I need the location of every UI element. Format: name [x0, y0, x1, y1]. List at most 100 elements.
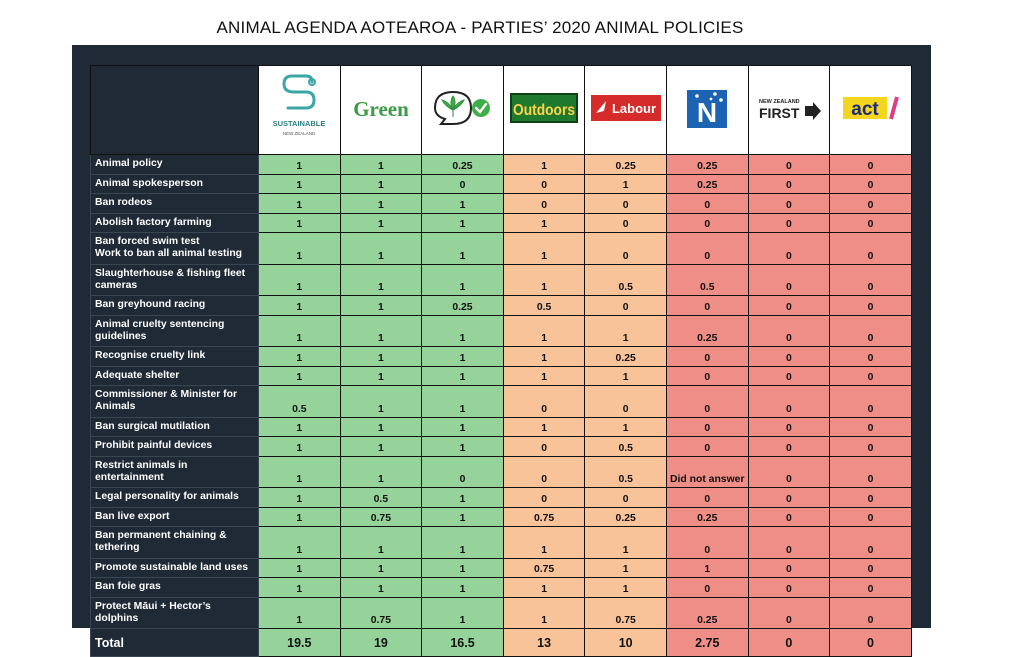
score-cell: 0 — [747, 263, 831, 296]
score-cell: 1 — [339, 173, 423, 194]
policy-label: Ban live export — [90, 506, 259, 527]
score-cell: 0 — [584, 295, 667, 316]
score-cell: 1 — [421, 385, 504, 418]
score-cell: 0 — [829, 385, 912, 418]
policy-row: Protect Māui + Hector’s dolphins 1 0.75 1 1 0… — [90, 596, 912, 629]
score-cell: 1 — [339, 526, 423, 559]
score-cell: 0 — [584, 232, 667, 265]
policy-label: Recognise cruelty link — [90, 346, 259, 367]
score-cell: 0 — [829, 557, 912, 578]
policy-label: Animal cruelty sentencing guidelines — [90, 314, 259, 347]
score-cell: 1 — [421, 596, 504, 629]
national-logo: N — [687, 89, 728, 128]
party-header-row: SUSTAINABLE NEW ZEALAND Green — [90, 65, 912, 155]
score-cell: 0.75 — [339, 596, 423, 629]
score-cell: 0 — [747, 295, 831, 316]
score-cell: 1 — [258, 487, 341, 508]
score-cell: 1 — [502, 416, 586, 437]
score-cell: 0.25 — [665, 154, 749, 175]
svg-text:N: N — [697, 97, 717, 128]
policy-board: SUSTAINABLE NEW ZEALAND Green — [72, 45, 931, 657]
score-cell: 0 — [421, 455, 504, 488]
score-cell: 1 — [584, 577, 667, 598]
score-cell: 1 — [584, 365, 667, 386]
policy-label: Ban foie gras — [90, 577, 259, 598]
score-cell: 1 — [421, 436, 504, 457]
score-cell: 0 — [747, 455, 831, 488]
score-cell: 0.25 — [665, 596, 749, 629]
score-cell: 0.25 — [584, 346, 667, 367]
green-logo: Green — [353, 97, 409, 121]
score-cell: 1 — [421, 577, 504, 598]
score-cell: 0 — [502, 173, 586, 194]
score-cell: 1 — [258, 506, 341, 527]
score-cell: 1 — [502, 577, 586, 598]
score-cell: 0 — [829, 212, 912, 233]
score-cell: 0 — [502, 193, 586, 214]
score-cell: 1 — [339, 263, 423, 296]
policy-row: Prohibit painful devices 1 1 1 0 0.5 0 0 0 — [90, 436, 912, 457]
score-cell: 1 — [339, 154, 423, 175]
score-cell: 0 — [665, 416, 749, 437]
score-cell: 0 — [747, 346, 831, 367]
policy-row: Animal cruelty sentencing guidelines 1 1 1 1… — [90, 314, 912, 347]
total-value: 19 — [339, 628, 423, 657]
score-cell: 0 — [829, 154, 912, 175]
policy-label: Ban forced swim test Work to ban all ani… — [90, 232, 259, 265]
score-cell: 0 — [502, 455, 586, 488]
score-cell: 1 — [258, 365, 341, 386]
party-logo-cell: N — [665, 65, 749, 155]
score-cell: 1 — [339, 365, 423, 386]
score-cell: 1 — [421, 232, 504, 265]
score-cell: 0 — [665, 487, 749, 508]
policy-row: Animal policy 1 1 0.25 1 0.25 0.25 0 0 — [90, 154, 912, 175]
score-cell: 1 — [421, 506, 504, 527]
score-cell: 0.75 — [502, 506, 586, 527]
total-value: 16.5 — [421, 628, 504, 657]
policy-label: Ban surgical mutilation — [90, 416, 259, 437]
total-value: 10 — [584, 628, 667, 657]
score-cell: 0 — [665, 436, 749, 457]
score-cell: 1 — [258, 173, 341, 194]
score-cell: 1 — [502, 212, 586, 233]
score-cell: 1 — [502, 596, 586, 629]
score-cell: 0 — [829, 365, 912, 386]
score-cell: 0.5 — [665, 263, 749, 296]
score-cell: 0 — [747, 506, 831, 527]
score-cell: 1 — [258, 416, 341, 437]
score-cell: 1 — [584, 314, 667, 347]
score-cell: 0 — [747, 416, 831, 437]
svg-text:Green: Green — [353, 97, 409, 121]
score-cell: 1 — [339, 557, 423, 578]
score-cell: 1 — [339, 346, 423, 367]
score-cell: 1 — [421, 416, 504, 437]
policy-row: Abolish factory farming 1 1 1 1 0 0 0 0 — [90, 212, 912, 233]
policy-row: Ban rodeos 1 1 1 0 0 0 0 0 — [90, 193, 912, 214]
policy-label: Animal spokesperson — [90, 173, 259, 194]
score-cell: 1 — [421, 487, 504, 508]
score-cell: 1 — [258, 314, 341, 347]
score-cell: 0 — [502, 436, 586, 457]
score-cell: 0 — [502, 385, 586, 418]
score-cell: 1 — [421, 557, 504, 578]
total-label: Total — [90, 628, 259, 657]
score-cell: 1 — [258, 436, 341, 457]
score-cell: 0.5 — [584, 263, 667, 296]
policy-label: Ban greyhound racing — [90, 295, 259, 316]
score-cell: 0.5 — [502, 295, 586, 316]
score-cell: 1 — [258, 154, 341, 175]
score-cell: 0 — [829, 506, 912, 527]
score-cell: 1 — [339, 295, 423, 316]
policy-label: Ban rodeos — [90, 193, 259, 214]
policy-label: Restrict animals in entertainment — [90, 455, 259, 488]
policy-row: Ban surgical mutilation 1 1 1 1 1 0 0 0 — [90, 416, 912, 437]
score-cell: 1 — [502, 263, 586, 296]
total-value: 0 — [829, 628, 912, 657]
score-cell: 1 — [502, 154, 586, 175]
score-cell: 0 — [747, 436, 831, 457]
score-cell: 0 — [829, 346, 912, 367]
act-logo: act — [843, 95, 900, 120]
score-cell: 1 — [502, 346, 586, 367]
score-cell: 1 — [339, 436, 423, 457]
score-cell: 1 — [258, 596, 341, 629]
